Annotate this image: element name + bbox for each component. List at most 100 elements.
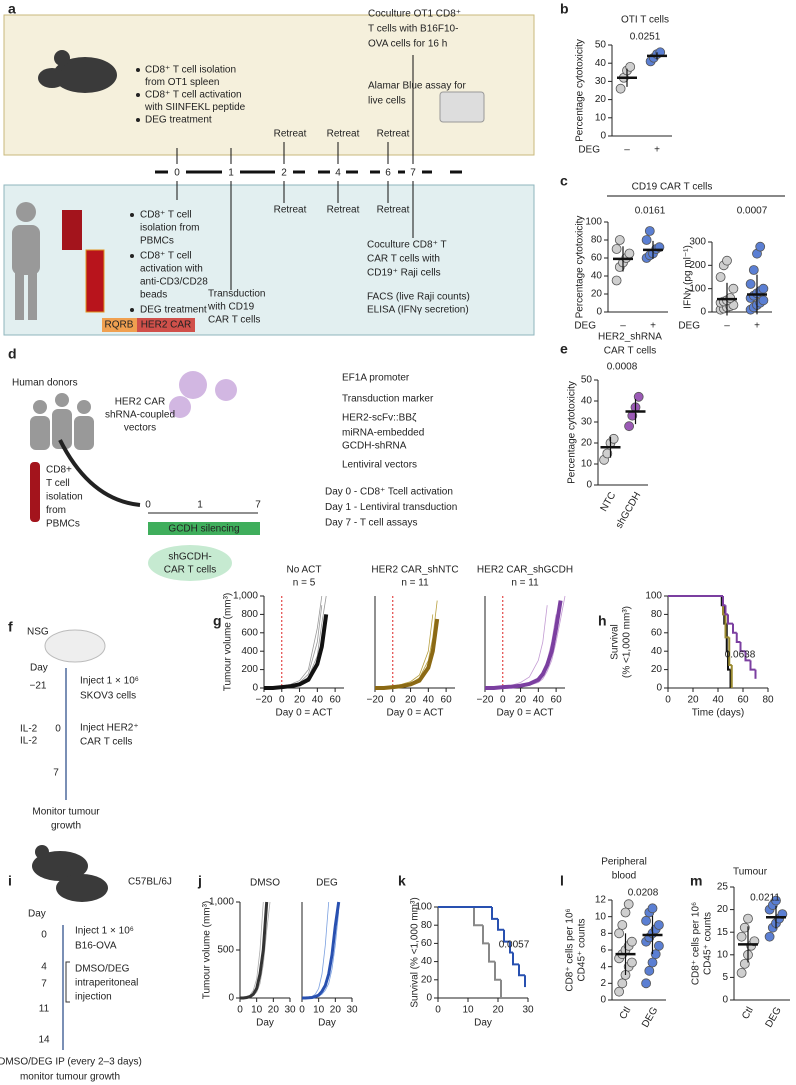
y-tick-label: 40 bbox=[421, 956, 433, 967]
step-text: from OT1 spleen bbox=[145, 77, 219, 88]
y-tick-label: 0 bbox=[656, 683, 662, 694]
label: Monitor tumour bbox=[32, 807, 100, 818]
bullet bbox=[130, 308, 134, 312]
x-tick-label: 40 bbox=[533, 695, 545, 706]
y-tick-label: 100 bbox=[585, 217, 602, 228]
label: −21 bbox=[30, 681, 47, 692]
survival-step bbox=[497, 918, 504, 931]
category-label: DEG bbox=[640, 1005, 660, 1029]
y-tick-label: 60 bbox=[651, 627, 663, 638]
y-tick-label: 50 bbox=[595, 40, 607, 51]
label: DMSO/DEG IP (every 2–3 days) bbox=[0, 1057, 142, 1068]
y-tick-label: 60 bbox=[591, 253, 603, 264]
data-point bbox=[736, 931, 747, 942]
step-text: PBMCs bbox=[140, 236, 174, 247]
x-axis-label: Time (days) bbox=[692, 708, 744, 719]
label: 14 bbox=[38, 1035, 50, 1046]
panel-label: g bbox=[213, 613, 222, 629]
data-point bbox=[617, 920, 628, 930]
x-tick-label: 40 bbox=[712, 695, 724, 706]
label: FACS (live Raji counts) bbox=[367, 292, 470, 303]
label: HER2-scFv::BBζ bbox=[342, 413, 417, 424]
series-line bbox=[375, 600, 438, 689]
y-tick-label: 0 bbox=[600, 995, 606, 1006]
data-point bbox=[633, 391, 644, 402]
y-tick-label: 0 bbox=[252, 683, 258, 694]
car-box bbox=[137, 318, 195, 332]
label: Coculture OT1 CD8⁺ bbox=[368, 9, 461, 20]
label: 7 bbox=[41, 979, 47, 990]
survival-step bbox=[722, 596, 726, 607]
label: C57BL/6J bbox=[128, 877, 172, 888]
panel-label: f bbox=[8, 619, 13, 635]
data-point bbox=[758, 295, 769, 306]
panel-label: e bbox=[560, 341, 568, 357]
y-tick-label: 1,000 bbox=[209, 897, 234, 908]
label: vectors bbox=[124, 423, 156, 434]
y-tick-label: 800 bbox=[241, 609, 258, 620]
data-point bbox=[728, 283, 739, 294]
panel-label: c bbox=[560, 173, 568, 189]
timeline-day: 2 bbox=[281, 168, 287, 179]
label: HER2 CAR bbox=[115, 397, 166, 408]
y-axis-label: Survival (% <1,000 mm³) bbox=[410, 897, 421, 1007]
label: EF1A promoter bbox=[342, 373, 410, 384]
y-tick-label: 20 bbox=[717, 904, 729, 915]
label: 0 bbox=[55, 724, 61, 735]
label: Day 7 - T cell assays bbox=[325, 518, 417, 529]
data-point bbox=[608, 433, 619, 444]
x-tick-label: 0 bbox=[390, 695, 396, 706]
y-tick-label: 40 bbox=[581, 396, 593, 407]
x-tick-label: −20 bbox=[477, 695, 494, 706]
p-value: 0.0638 bbox=[725, 650, 756, 661]
step-text: DEG treatment bbox=[145, 115, 212, 126]
y-tick-label: 2 bbox=[600, 978, 606, 989]
x-tick-label: 20 bbox=[294, 695, 306, 706]
label: T cells with B16F10- bbox=[368, 24, 458, 35]
y-tick-label: 300 bbox=[689, 237, 706, 248]
y-tick-label: 400 bbox=[241, 646, 258, 657]
label: 11 bbox=[39, 1004, 50, 1015]
x-tick-label: 20 bbox=[405, 695, 417, 706]
label: CD8+ bbox=[46, 465, 72, 476]
bullet bbox=[130, 254, 134, 258]
x-tick-label: 30 bbox=[346, 1005, 358, 1016]
y-axis-label: CD8⁺ cells per 10⁶ bbox=[691, 902, 702, 985]
series-line bbox=[264, 595, 327, 689]
series-line bbox=[264, 614, 329, 690]
survival-step bbox=[727, 614, 733, 625]
x-axis-label: DEG bbox=[678, 321, 700, 332]
marker-box bbox=[102, 318, 137, 332]
x-axis-label: Day 0 = ACT bbox=[497, 708, 554, 719]
data-point bbox=[647, 957, 658, 968]
y-axis-label: IFNγ (pg ml⁻¹) bbox=[683, 245, 694, 309]
label: CAR T cells bbox=[208, 315, 260, 326]
step-text: CD8⁺ T cell activation bbox=[145, 90, 242, 101]
label: GCDH-shRNA bbox=[342, 441, 407, 452]
data-point bbox=[758, 283, 769, 294]
panel-label: l bbox=[560, 873, 564, 889]
data-point bbox=[627, 936, 637, 947]
label: HER2 CAR bbox=[141, 320, 192, 331]
x-tick-label: 20 bbox=[268, 1005, 280, 1016]
label: Alamar Blue assay for bbox=[368, 81, 466, 92]
data-point bbox=[654, 940, 664, 951]
category-label: + bbox=[754, 321, 760, 332]
label: T cell bbox=[46, 478, 70, 489]
data-point bbox=[624, 421, 634, 432]
survival-step bbox=[503, 929, 510, 943]
panel-label: d bbox=[8, 346, 17, 362]
survival-step bbox=[494, 961, 501, 981]
x-tick-label: 20 bbox=[492, 1005, 504, 1016]
timeline-ticks bbox=[176, 55, 414, 290]
data-point bbox=[602, 448, 613, 459]
label: intraperitoneal bbox=[75, 978, 138, 989]
y-tick-label: 30 bbox=[595, 76, 607, 87]
step-text: with SIINFEKL peptide bbox=[144, 102, 246, 113]
y-tick-label: 20 bbox=[581, 438, 593, 449]
label: 7 bbox=[53, 768, 59, 779]
p-value: 0.0008 bbox=[607, 362, 638, 373]
chart-title: No ACT bbox=[286, 565, 321, 576]
label: isolation bbox=[46, 492, 83, 503]
chart-title: HER2 CAR_shNTC bbox=[371, 565, 458, 576]
